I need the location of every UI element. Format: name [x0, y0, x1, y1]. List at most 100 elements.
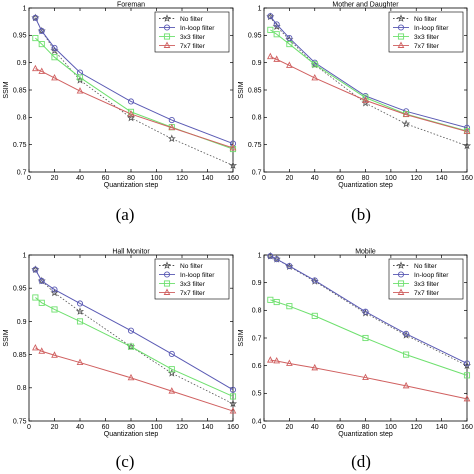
data-point [127, 110, 135, 117]
data-point [286, 35, 293, 42]
x-tick-label: 160 [227, 424, 239, 431]
data-point [32, 294, 39, 301]
x-tick-label: 40 [76, 175, 84, 182]
data-point [267, 253, 274, 260]
legend-entry: No filter [180, 263, 204, 270]
data-point [311, 312, 318, 319]
series-in-loop-filter [267, 253, 471, 367]
data-point [51, 73, 58, 81]
x-tick-label: 80 [362, 175, 370, 182]
data-point [168, 123, 176, 131]
y-tick-label: 0.9 [252, 280, 262, 287]
legend-marker [163, 271, 171, 278]
legend-marker [162, 14, 172, 22]
x-tick-label: 100 [385, 175, 397, 182]
y-tick-label: 0.95 [13, 33, 27, 40]
series-7x7-filter [32, 64, 237, 151]
legend-marker [163, 24, 171, 31]
legend-entry: 7x7 filter [180, 43, 206, 50]
data-point [51, 286, 58, 293]
legend-entry: No filter [414, 263, 438, 270]
series-3x3-filter [267, 296, 471, 379]
panel-label: (b) [351, 205, 371, 224]
x-tick-label: 0 [27, 175, 31, 182]
legend-entry: No filter [414, 16, 438, 23]
series-line [34, 17, 234, 145]
data-point [228, 161, 238, 169]
x-tick-label: 100 [385, 424, 397, 431]
legend-entry: 3x3 filter [414, 34, 440, 41]
data-point [403, 330, 410, 337]
x-tick-label: 60 [102, 424, 110, 431]
data-point [286, 303, 293, 310]
x-tick-label: 40 [311, 424, 319, 431]
y-tick-label: 0.95 [248, 33, 262, 40]
data-point [463, 127, 471, 134]
data-point [311, 277, 318, 284]
x-tick-label: 140 [436, 424, 448, 431]
series-line [35, 269, 234, 405]
data-point [38, 67, 46, 74]
y-axis-label: SSIM [3, 329, 10, 346]
data-point [38, 299, 45, 306]
x-tick-label: 80 [127, 424, 135, 431]
y-axis-label: SSIM [238, 81, 245, 98]
data-point [229, 407, 237, 414]
data-point [32, 266, 39, 273]
panel-label: (d) [351, 452, 371, 471]
data-point [38, 277, 45, 284]
chart-title: Hall Monitor [112, 249, 150, 256]
x-tick-label: 140 [202, 424, 214, 431]
legend-marker [397, 41, 405, 48]
data-point [402, 119, 411, 128]
legend-marker [163, 41, 171, 48]
y-tick-label: 0.85 [13, 352, 27, 359]
x-tick-label: 140 [436, 175, 448, 182]
data-point [311, 61, 318, 68]
data-point [229, 386, 237, 393]
data-point [463, 360, 471, 367]
x-tick-label: 140 [202, 175, 214, 182]
series-7x7-filter [267, 52, 471, 134]
data-point [51, 54, 58, 61]
legend-marker [397, 271, 405, 278]
panel-label: (a) [116, 205, 135, 224]
legend-entry: 7x7 filter [414, 43, 440, 50]
legend: No filter In-loop filter 3x3 filter 7x7 fil… [388, 258, 464, 300]
data-point [51, 351, 58, 358]
data-point [76, 87, 84, 94]
series-3x3-filter [32, 35, 237, 153]
data-point [286, 61, 293, 68]
legend-marker [397, 280, 405, 287]
data-point [362, 96, 369, 103]
data-point [267, 52, 274, 60]
legend-entry: No filter [180, 16, 204, 23]
x-tick-label: 80 [362, 424, 370, 431]
legend-marker [163, 33, 171, 40]
legend-marker [397, 33, 405, 40]
legend-marker [397, 288, 405, 295]
legend-entry: In-loop filter [180, 25, 215, 32]
data-point [273, 55, 281, 62]
x-axis-label: Quantization step [104, 182, 159, 189]
y-tick-label: 0.8 [17, 115, 27, 122]
data-point [76, 358, 84, 366]
data-point [168, 350, 175, 357]
data-point [127, 373, 135, 381]
chart-title: Foreman [117, 2, 145, 9]
x-tick-label: 120 [410, 175, 422, 182]
y-tick-label: 0.75 [13, 142, 27, 149]
x-axis-label: Quantization step [104, 431, 159, 438]
chart-title: Mobile [355, 249, 376, 256]
data-point [228, 399, 238, 408]
data-point [167, 134, 176, 143]
legend: No filter In-loop filter 3x3 filter 7x7 fil… [154, 258, 230, 300]
data-point [168, 387, 176, 394]
legend: No filter In-loop filter 3x3 filter 7x7 fil… [154, 11, 230, 53]
data-point [50, 288, 59, 297]
data-point [463, 124, 471, 131]
data-point [32, 35, 39, 42]
data-point [267, 13, 274, 20]
series-line [35, 37, 234, 150]
chart-title: Mother and Daughter [332, 2, 399, 9]
